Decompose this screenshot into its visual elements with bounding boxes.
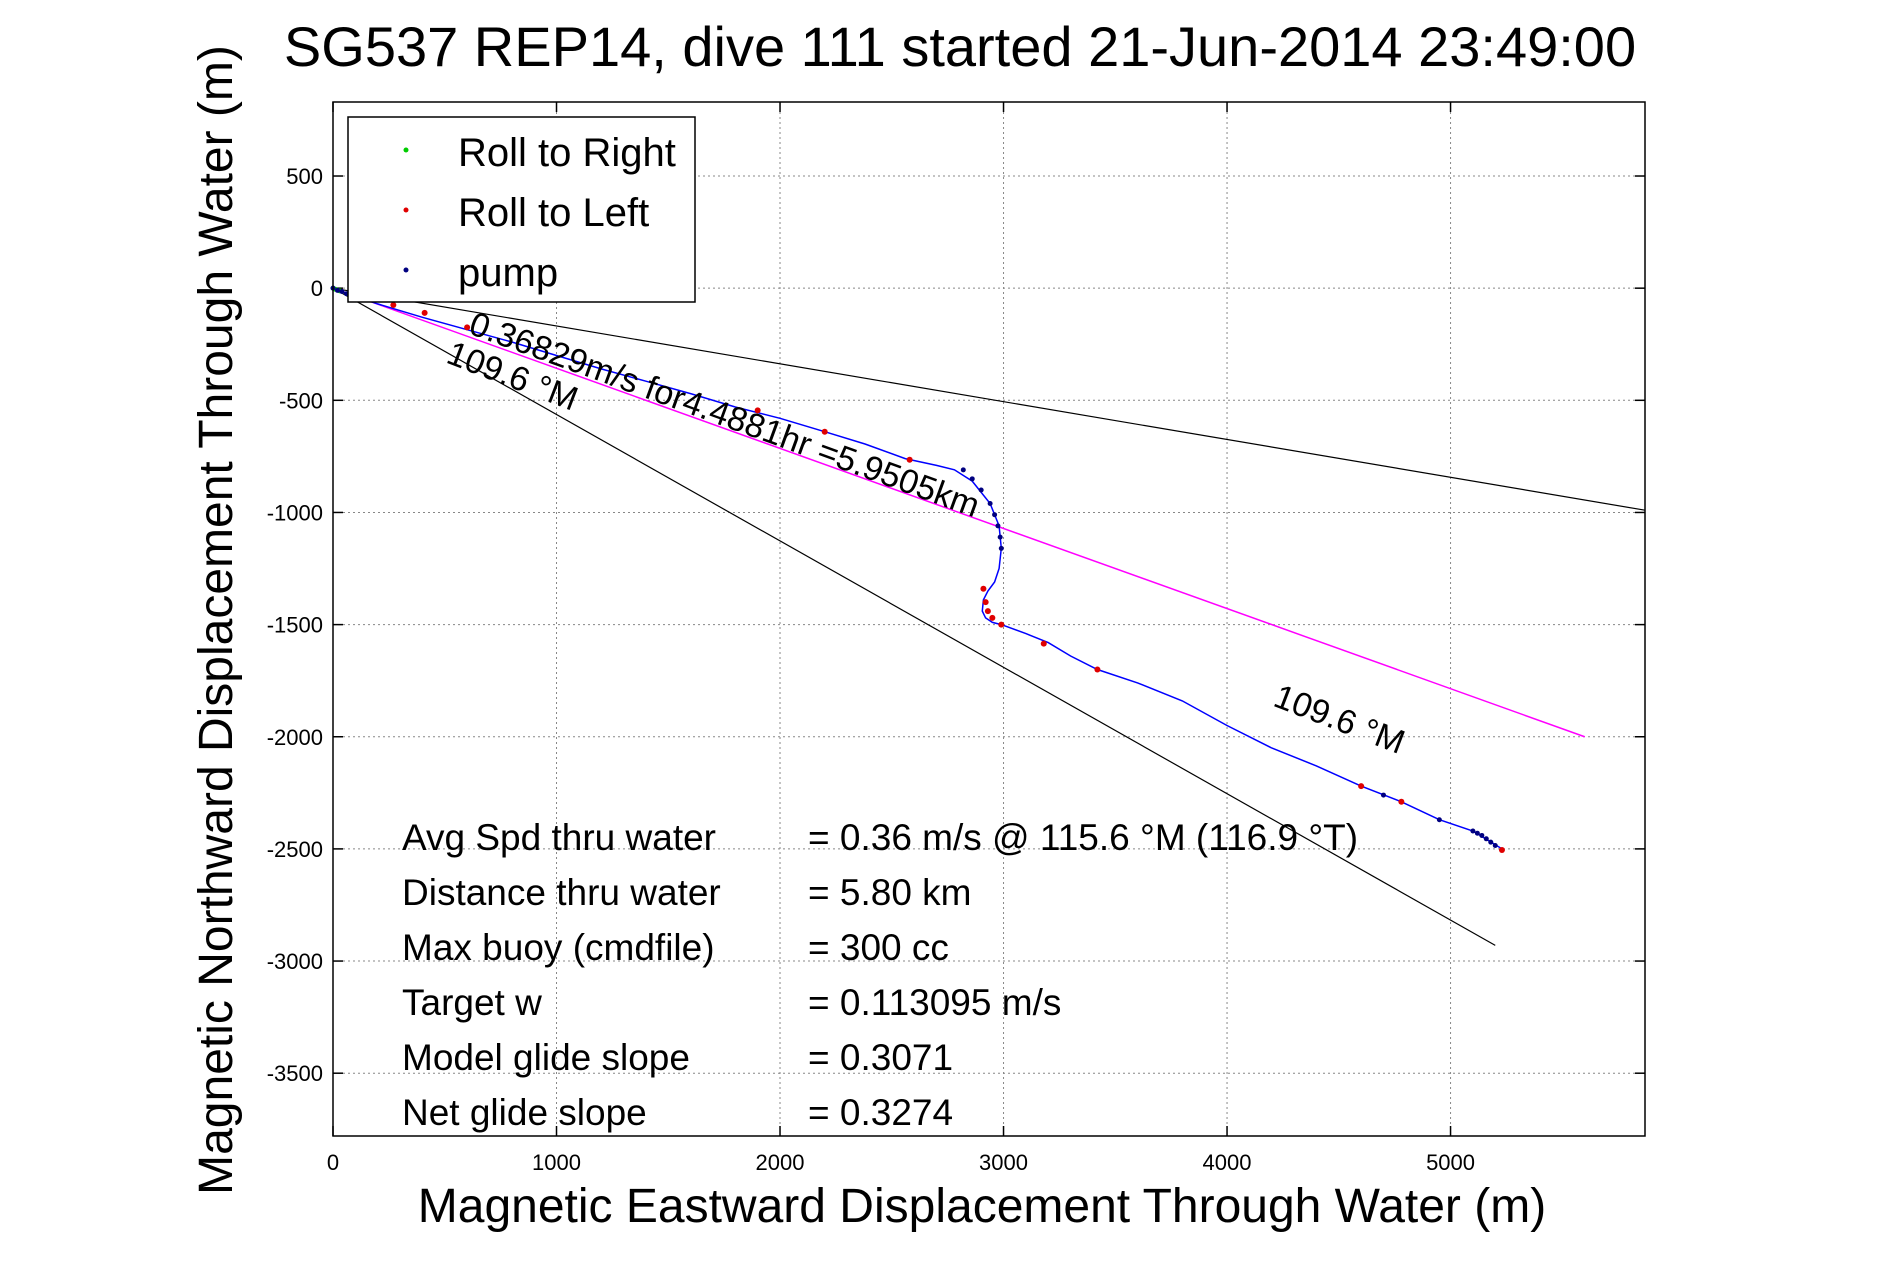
y-tick-label: -500 [279,388,323,413]
y-tick-label: -1500 [267,613,323,638]
pump-point [992,512,998,518]
y-tick-label: -2000 [267,725,323,750]
pump-point [1436,817,1442,823]
stat-value: = 0.3071 [808,1037,953,1078]
x-tick-label: 2000 [756,1150,805,1175]
legend-label: Roll to Left [458,191,649,235]
pump-point [1488,839,1494,845]
roll-left-point [989,614,996,621]
pump-point [1483,836,1489,842]
stat-value: = 0.113095 m/s [808,982,1061,1023]
roll-left-point [984,608,991,615]
stats-block: Avg Spd thru water = 0.36 m/s @ 115.6 °M … [402,817,1358,1133]
roll-left-point [821,428,828,435]
roll-left-point [906,456,913,463]
roll-left-point [421,309,428,316]
glider-track-line [332,287,1503,850]
legend-label: pump [458,251,558,295]
x-axis-label: Magnetic Eastward Displacement Through W… [418,1180,1546,1233]
chart-title: SG537 REP14, dive 111 started 21-Jun-201… [284,15,1636,78]
x-tick-label: 4000 [1203,1150,1252,1175]
y-tick-label: 0 [311,276,323,301]
pump-point [334,287,340,293]
bound-lines [332,287,1646,946]
legend: Roll to Right Roll to Left pump [347,116,696,303]
roll-left-point [464,324,471,331]
pump-point [997,534,1003,540]
pump-point [1492,843,1498,849]
heading-bound-line [332,287,1496,946]
roll-left-point [1094,666,1101,673]
stat-label: Avg Spd thru water [402,817,716,858]
roll-left-point [754,407,761,414]
stat-value: = 0.36 m/s @ 115.6 °M (116.9 °T) [808,817,1358,858]
heading-line [332,287,1585,738]
stat-label: Target w [402,982,542,1023]
point-markers [330,285,1505,854]
x-tick-label: 0 [327,1150,339,1175]
pump-point [995,523,1001,529]
roll-left-point [998,621,1005,628]
legend-label: Roll to Right [458,131,676,175]
y-tick-label: -1000 [267,500,323,525]
heading-bound-line [332,287,1646,511]
stat-label: Net glide slope [402,1092,647,1133]
pump-point [1470,828,1476,834]
roll-left-point [1358,783,1365,790]
x-tick-label: 3000 [979,1150,1028,1175]
legend-marker [403,207,409,213]
axis-ticks: 0 1000 2000 3000 4000 50005000-500-1000-1500-… [267,102,1645,1175]
heading-line-layer [332,287,1585,738]
stat-value: = 300 cc [808,927,949,968]
pump-point [339,289,345,295]
stat-value: = 5.80 km [808,872,972,913]
legend-marker [403,147,409,153]
plot-area-frame [332,101,1646,1137]
pump-point [1380,792,1386,798]
stat-label: Distance thru water [402,872,721,913]
roll-left-point [980,585,987,592]
y-tick-label: -2500 [267,837,323,862]
pump-point [978,487,984,493]
x-tick-label: 5000 [1426,1150,1475,1175]
y-tick-label: 500 [286,164,323,189]
stat-value: = 0.3274 [808,1092,953,1133]
roll-left-point [982,599,989,606]
track-layer [332,287,1503,850]
y-axis-label: Magnetic Northward Displacement Through … [190,45,243,1195]
pump-point [1474,830,1480,836]
stat-label: Max buoy (cmdfile) [402,927,715,968]
roll-left-point [1398,798,1405,805]
roll-left-point [1040,640,1047,647]
roll-left-point [1498,847,1505,854]
y-tick-label: -3500 [267,1061,323,1086]
pump-point [969,476,975,482]
pump-point [998,545,1004,551]
pump-point [1479,832,1485,838]
stat-label: Model glide slope [402,1037,690,1078]
roll-left-point [390,301,397,308]
legend-marker [403,267,409,273]
pump-point [987,500,993,506]
pump-point [960,467,966,473]
x-tick-label: 1000 [532,1150,581,1175]
y-tick-label: -3000 [267,949,323,974]
